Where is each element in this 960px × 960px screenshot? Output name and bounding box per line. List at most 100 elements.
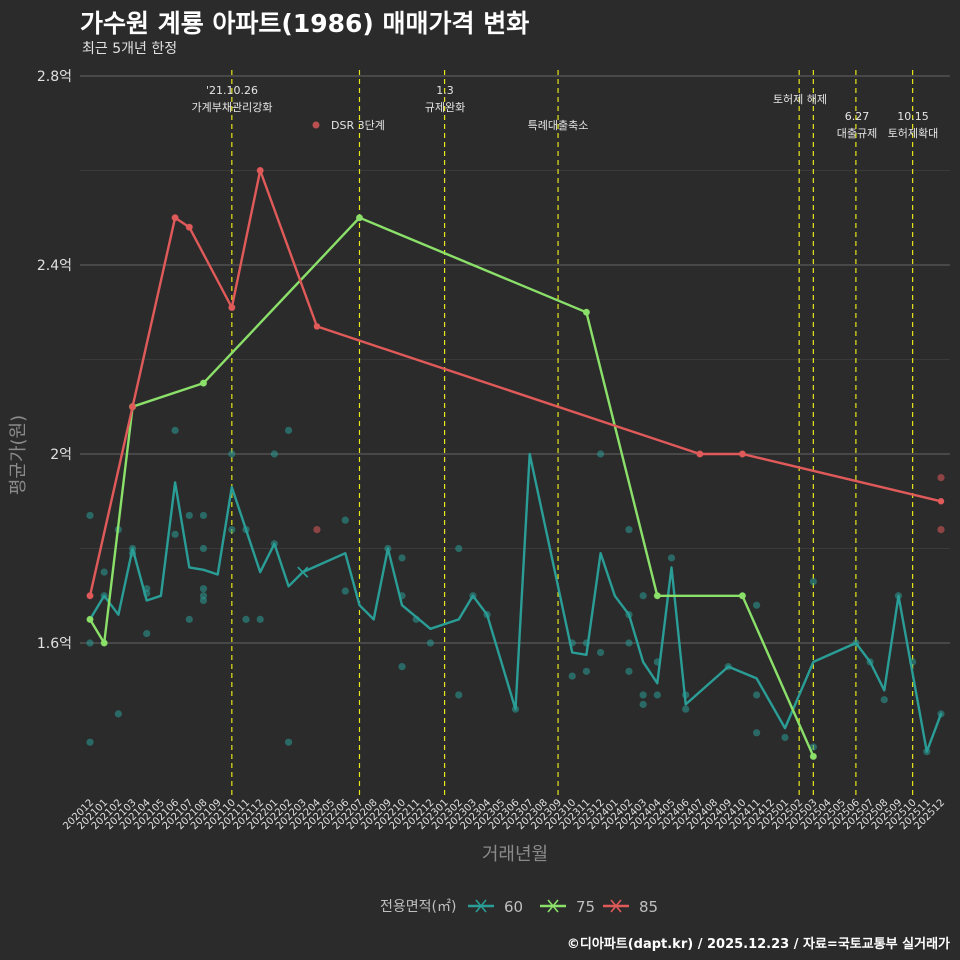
data-point-60 <box>625 639 633 647</box>
series-line-60 <box>88 452 943 753</box>
legend-swatch-cross <box>610 899 622 913</box>
data-point-60 <box>228 450 236 458</box>
data-point-60 <box>682 705 690 713</box>
data-point-60 <box>185 511 193 520</box>
data-point-60 <box>753 601 761 609</box>
data-point-85 <box>313 526 321 534</box>
data-point-60 <box>341 516 349 524</box>
data-point-60 <box>809 743 817 751</box>
legend-title: 전용면적(㎡) <box>380 899 456 915</box>
line-vertex-75 <box>356 214 363 221</box>
data-point-60 <box>284 738 293 746</box>
event-date-label: 1.3 <box>436 84 454 97</box>
legend: 전용면적(㎡) 60 75 85 <box>380 898 658 916</box>
data-point-60 <box>100 568 108 576</box>
series-line-75 <box>88 216 815 758</box>
data-point-60 <box>143 629 151 638</box>
y-axis-ticks: 1.6억 2억 2.4억 2.8억 <box>37 69 72 652</box>
data-point-60 <box>114 710 122 718</box>
line-vertex-75 <box>810 753 817 760</box>
data-point-60 <box>753 691 761 699</box>
event-name-label: 특례대출축소 <box>528 119 589 132</box>
line-vertex-85 <box>171 214 179 221</box>
line-vertex-75 <box>739 592 746 599</box>
data-point-60 <box>880 696 888 704</box>
data-point-60 <box>86 738 94 746</box>
data-point-60 <box>455 691 463 699</box>
y-tick-label: 2.4억 <box>37 258 72 274</box>
legend-swatch-cross <box>547 899 559 913</box>
chart-title: 가수원 계룡 아파트(1986) 매매가격 변화 <box>80 9 530 38</box>
event-date-label: 6.27 <box>845 110 870 123</box>
line-vertex-85 <box>228 304 236 311</box>
data-point-60 <box>185 615 193 623</box>
data-point-60 <box>398 663 406 671</box>
x-axis-label: 거래년월 <box>482 844 548 865</box>
legend-label: 85 <box>639 898 658 916</box>
data-point-60 <box>199 596 208 605</box>
data-point-60 <box>597 450 605 458</box>
line-vertex-75 <box>654 592 661 599</box>
event-name-label: 가계부채관리강화 <box>192 101 273 114</box>
series-line-85 <box>88 169 943 597</box>
line-vertex-75 <box>100 639 108 647</box>
data-point-60 <box>809 577 817 586</box>
data-point-60 <box>667 554 676 562</box>
event-date-label: '21.10.26 <box>206 84 258 97</box>
scatter-points <box>86 166 945 761</box>
legend-label: 60 <box>504 898 523 916</box>
data-point-60 <box>426 639 434 647</box>
data-point-60 <box>582 667 591 675</box>
line-vertex-75 <box>583 309 590 316</box>
cross-marker <box>297 566 309 578</box>
data-point-60 <box>781 733 789 742</box>
line-vertex-85 <box>313 323 321 330</box>
data-point-60 <box>242 615 250 623</box>
data-point-60 <box>639 592 647 600</box>
source-credit: ©디아파트(dapt.kr) / 2025.12.23 / 자료=국토교통부 실… <box>566 937 950 952</box>
data-point-60 <box>86 639 94 647</box>
event-name-label: 토허제 해제 <box>773 92 827 106</box>
data-point-60 <box>270 450 278 458</box>
data-point-85 <box>937 526 945 534</box>
data-point-60 <box>341 587 349 595</box>
chart-subtitle: 최근 5개년 한정 <box>82 41 178 57</box>
line-vertex-85 <box>186 224 193 231</box>
event-name-label: 규제완화 <box>425 101 465 114</box>
line-vertex-85 <box>937 498 945 505</box>
event-name-label: DSR 3단계 <box>331 119 385 132</box>
legend-label: 75 <box>576 898 595 916</box>
line-vertex-75 <box>86 616 94 623</box>
data-point-60 <box>625 667 633 675</box>
x-axis-ticks: 2020122021012021022021032021042021052021… <box>61 797 947 832</box>
data-point-60 <box>455 544 463 553</box>
line-vertex-85 <box>257 167 264 174</box>
data-point-60 <box>199 511 208 520</box>
data-point-60 <box>199 544 208 553</box>
event-date-label: 10.15 <box>897 110 929 123</box>
data-point-60 <box>86 511 94 520</box>
y-tick-label: 1.6억 <box>37 636 72 652</box>
series-lines <box>86 167 945 760</box>
data-point-60 <box>653 691 661 699</box>
data-point-60 <box>639 700 647 709</box>
legend-swatch-cross <box>475 899 487 913</box>
data-point-60 <box>568 672 576 680</box>
data-point-60 <box>228 526 236 534</box>
line-vertex-75 <box>200 379 207 387</box>
grid-lines <box>80 75 950 644</box>
data-point-60 <box>398 554 406 562</box>
data-point-60 <box>171 426 179 434</box>
data-point-60 <box>171 530 179 538</box>
line-vertex-85 <box>739 450 746 458</box>
y-tick-label: 2.8억 <box>37 69 72 85</box>
y-tick-label: 2억 <box>50 447 72 463</box>
data-point-60 <box>753 729 761 737</box>
event-name-label: 대출규제 <box>837 127 877 140</box>
data-point-60 <box>199 585 208 593</box>
event-name-label: 토허제확대 <box>888 127 939 140</box>
y-axis-label: 평균가(원) <box>8 415 29 495</box>
line-vertex-85 <box>86 592 94 599</box>
